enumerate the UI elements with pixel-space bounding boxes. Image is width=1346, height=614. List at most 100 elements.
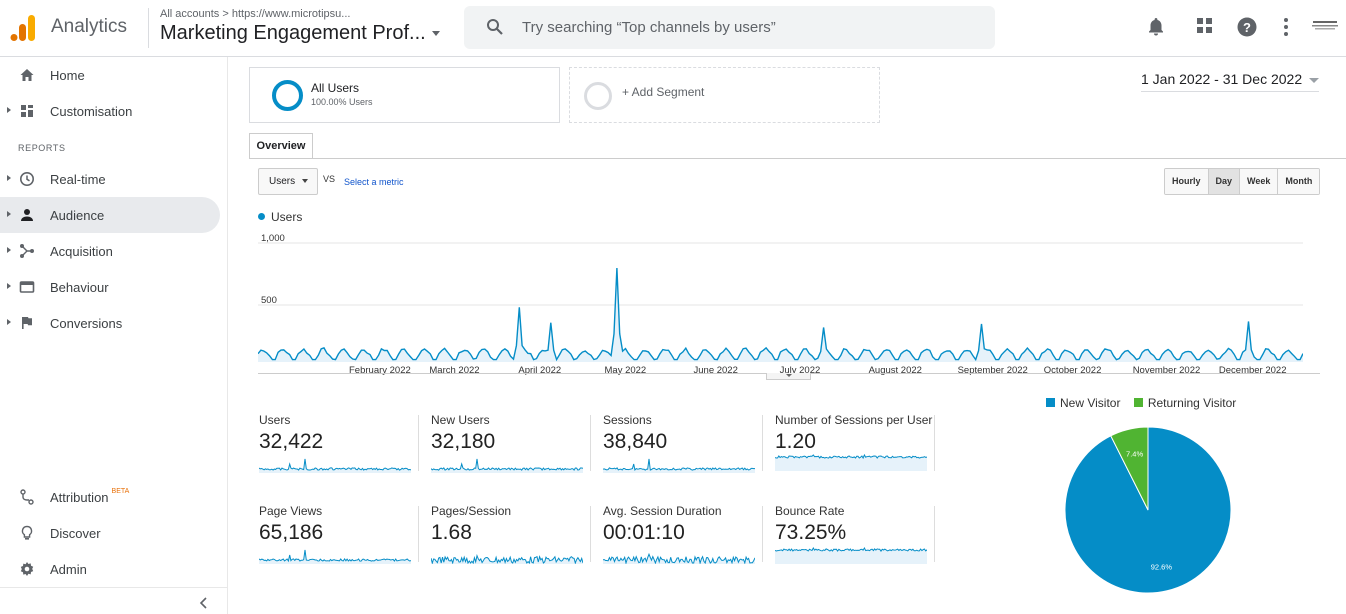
sidebar-item-acquisition[interactable]: Acquisition <box>0 233 220 269</box>
granularity-hourly-button[interactable]: Hourly <box>1165 169 1209 194</box>
person-icon <box>21 209 33 221</box>
analytics-logo-icon[interactable] <box>10 14 36 42</box>
search-bar[interactable]: Try searching “Top channels by users” <box>464 6 995 49</box>
legend-label: Users <box>271 210 303 224</box>
kpi-divider <box>418 506 419 562</box>
legend-label: Returning Visitor <box>1147 396 1237 410</box>
sidebar-item-audience[interactable]: Audience <box>0 197 220 233</box>
sidebar-item-label: Attribution <box>50 490 109 505</box>
kpi-divider <box>418 415 419 471</box>
gear-icon <box>20 562 34 576</box>
sidebar-item-behaviour[interactable]: Behaviour <box>0 269 220 305</box>
x-tick-label: September 2022 <box>958 365 1028 375</box>
sidebar-item-conversions[interactable]: Conversions <box>0 305 220 341</box>
expand-arrow-icon[interactable] <box>7 283 11 289</box>
header-divider <box>148 8 149 48</box>
segment-percentage: 100.00% Users <box>311 97 373 107</box>
svg-text:?: ? <box>1243 20 1251 35</box>
sparkline-area <box>259 458 411 473</box>
expand-arrow-icon[interactable] <box>7 319 11 325</box>
sidebar-item-home[interactable]: Home <box>0 57 220 93</box>
legend-swatch <box>258 213 265 221</box>
sidebar-item-discover[interactable]: Discover <box>0 515 220 551</box>
account-avatar[interactable] <box>1310 14 1340 38</box>
flag-icon <box>22 317 32 329</box>
kpi-divider <box>590 506 591 562</box>
sidebar-item-admin[interactable]: Admin <box>0 551 220 587</box>
visitor-pie-chart[interactable]: 92.6% 7.4% <box>1064 426 1232 594</box>
kpi-label: Users <box>259 413 291 427</box>
reports-section-label: REPORTS <box>18 143 66 153</box>
kpi-divider <box>590 415 591 471</box>
breadcrumb[interactable]: All accounts > https://www.microtipsu... <box>160 8 351 20</box>
expand-arrow-icon[interactable] <box>7 175 11 181</box>
granularity-month-button[interactable]: Month <box>1278 169 1320 194</box>
kpi-sparkline <box>259 549 411 564</box>
sidebar-item-customisation[interactable]: Customisation <box>0 93 220 129</box>
sparkline-line <box>431 458 583 471</box>
kpi-sessions[interactable]: Sessions 38,840 <box>600 413 760 473</box>
pie-slice-new-visitor <box>1064 426 1232 594</box>
kpi-new-users[interactable]: New Users 32,180 <box>428 413 588 473</box>
expand-arrow-icon[interactable] <box>7 211 11 217</box>
add-segment-button[interactable]: + Add Segment <box>569 67 880 123</box>
help-icon[interactable]: ? <box>1237 17 1257 37</box>
segment-all-users[interactable]: All Users 100.00% Users <box>249 67 560 123</box>
kpi-sessions-per-user[interactable]: Number of Sessions per User 1.20 <box>772 413 932 473</box>
expand-arrow-icon[interactable] <box>7 247 11 253</box>
sidebar-item-realtime[interactable]: Real-time <box>0 161 220 197</box>
kpi-users[interactable]: Users 32,422 <box>256 413 416 473</box>
kpi-pages-per-session[interactable]: Pages/Session 1.68 <box>428 504 588 564</box>
more-vert-icon[interactable] <box>1283 17 1289 37</box>
apps-grid-icon[interactable] <box>1196 17 1214 35</box>
sidebar-item-label-wrap: Attribution BETA <box>50 488 129 505</box>
pie-legend: New Visitor Returning Visitor <box>1046 396 1236 410</box>
date-range-picker[interactable]: 1 Jan 2022 - 31 Dec 2022 <box>1141 71 1320 92</box>
x-tick-label: February 2022 <box>349 365 411 375</box>
sparkline-line <box>775 546 927 552</box>
property-selector[interactable]: Marketing Engagement Prof... <box>160 22 440 45</box>
legend-swatch <box>1133 398 1143 408</box>
kpi-avg-session-duration[interactable]: Avg. Session Duration 00:01:10 <box>600 504 760 564</box>
metric-dropdown[interactable]: Users <box>258 168 318 195</box>
sidebar-item-label: Behaviour <box>50 280 109 295</box>
select-metric-link[interactable]: Select a metric <box>344 177 404 187</box>
pie-label-new-visitor: 92.6% <box>1151 563 1173 572</box>
vs-label: VS <box>323 174 336 184</box>
kpi-value: 32,422 <box>259 430 324 453</box>
lightbulb-icon <box>21 525 33 540</box>
sparkline-line <box>259 549 411 563</box>
notifications-icon[interactable] <box>1147 17 1165 37</box>
users-line-chart[interactable]: 1,000 500 February 2022 March 2022 April 2… <box>258 229 1303 375</box>
acquisition-icon <box>20 244 34 258</box>
sidebar-item-label: Audience <box>50 208 105 223</box>
sparkline-line <box>603 552 755 564</box>
granularity-day-button[interactable]: Day <box>1208 169 1241 194</box>
top-app-bar: Analytics All accounts > https://www.mic… <box>0 0 1346 57</box>
expand-arrow-icon[interactable] <box>7 107 11 113</box>
x-tick-label: August 2022 <box>869 365 922 375</box>
sidebar-item-label: Real-time <box>50 172 106 187</box>
segment-ring-icon <box>272 80 303 111</box>
legend-item-returning-visitor[interactable]: Returning Visitor <box>1133 396 1237 410</box>
kpi-label: New Users <box>431 413 490 427</box>
pie-slice-returning-visitor <box>1110 426 1149 511</box>
search-input[interactable]: Try searching “Top channels by users” <box>522 19 776 36</box>
collapse-sidebar-icon[interactable] <box>198 596 210 610</box>
tab-overview[interactable]: Overview <box>249 133 313 159</box>
kpi-page-views[interactable]: Page Views 65,186 <box>256 504 416 564</box>
dashboard-icon <box>21 105 33 117</box>
kpi-divider <box>934 415 935 471</box>
sidebar-item-label: Customisation <box>50 104 133 119</box>
legend-item-new-visitor[interactable]: New Visitor <box>1046 396 1120 410</box>
x-tick-label: December 2022 <box>1219 365 1287 375</box>
sidebar-item-label: Home <box>50 68 85 83</box>
sidebar-item-attribution[interactable]: Attribution BETA <box>0 479 220 515</box>
x-tick-label: June 2022 <box>694 365 738 375</box>
granularity-week-button[interactable]: Week <box>1240 169 1279 194</box>
x-tick-label: July 2022 <box>780 365 821 375</box>
kpi-bounce-rate[interactable]: Bounce Rate 73.25% <box>772 504 932 564</box>
chart-resize-handle[interactable] <box>766 373 811 380</box>
sidebar-item-label: Discover <box>50 526 101 541</box>
granularity-toggle: Hourly Day Week Month <box>1164 168 1321 195</box>
